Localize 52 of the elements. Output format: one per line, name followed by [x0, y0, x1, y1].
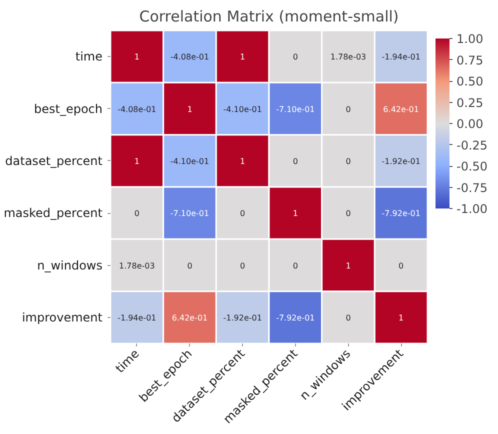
- data-label: 1: [187, 104, 192, 114]
- data-label: 0: [346, 156, 351, 166]
- chart-title: Correlation Matrix (moment-small): [139, 8, 399, 26]
- data-label: 0: [134, 209, 140, 218]
- color-bar-label: -0.75: [456, 180, 488, 195]
- data-label: 0: [398, 261, 404, 270]
- y-tick-label: dataset_percent: [5, 154, 103, 168]
- data-label: 1: [398, 313, 404, 322]
- data-label: -4.08e-01: [118, 104, 156, 114]
- data-label: -7.10e-01: [170, 209, 210, 218]
- data-label: 6.42e-01: [172, 313, 208, 322]
- color-bar-label: 0.00: [456, 117, 484, 131]
- data-label: -4.10e-01: [223, 104, 262, 114]
- color-bar-label: 0.50: [456, 74, 484, 88]
- data-label: 0: [346, 313, 351, 322]
- data-label: 0: [292, 156, 298, 166]
- data-label: -7.92e-01: [276, 313, 315, 322]
- color-bar-label: 0.75: [456, 53, 484, 68]
- data-label: -4.10e-01: [170, 156, 210, 166]
- color-bar-label: -0.25: [456, 138, 488, 152]
- data-label: 1: [292, 209, 298, 218]
- data-label: 1: [240, 156, 246, 166]
- data-label: 0: [187, 261, 192, 270]
- data-label: 1: [346, 261, 351, 270]
- data-label: 0: [292, 261, 298, 270]
- y-tick-label: time: [75, 50, 103, 64]
- data-label: 0: [346, 104, 351, 114]
- data-label: 0: [346, 209, 351, 218]
- color-bar-label: 0.25: [456, 96, 484, 110]
- data-label: -1.94e-01: [382, 52, 420, 62]
- data-label: 1: [240, 52, 246, 62]
- data-label: 1.78e-03: [330, 52, 366, 62]
- data-label: 0: [240, 209, 246, 218]
- data-label: -1.94e-01: [118, 313, 156, 322]
- data-label: -4.08e-01: [170, 52, 210, 62]
- data-label: -7.10e-01: [276, 104, 315, 114]
- color-bar-label: -0.50: [456, 160, 488, 174]
- data-label: 1: [134, 156, 140, 166]
- data-label: 0: [292, 52, 298, 62]
- data-label: -1.92e-01: [223, 313, 262, 322]
- y-tick-label: n_windows: [37, 258, 103, 272]
- color-bar-label: -1.00: [456, 202, 488, 216]
- data-label: 1: [134, 52, 140, 62]
- data-label: -7.92e-01: [382, 209, 420, 218]
- data-label: 6.42e-01: [383, 104, 419, 114]
- data-label: 0: [240, 261, 246, 270]
- data-label: -1.92e-01: [382, 156, 420, 166]
- color-bar-label: 1.00: [456, 32, 484, 46]
- y-tick-label: improvement: [22, 310, 103, 324]
- y-tick-label: best_epoch: [34, 102, 103, 116]
- data-label: 1.78e-03: [119, 261, 155, 270]
- y-tick-label: masked_percent: [4, 206, 103, 220]
